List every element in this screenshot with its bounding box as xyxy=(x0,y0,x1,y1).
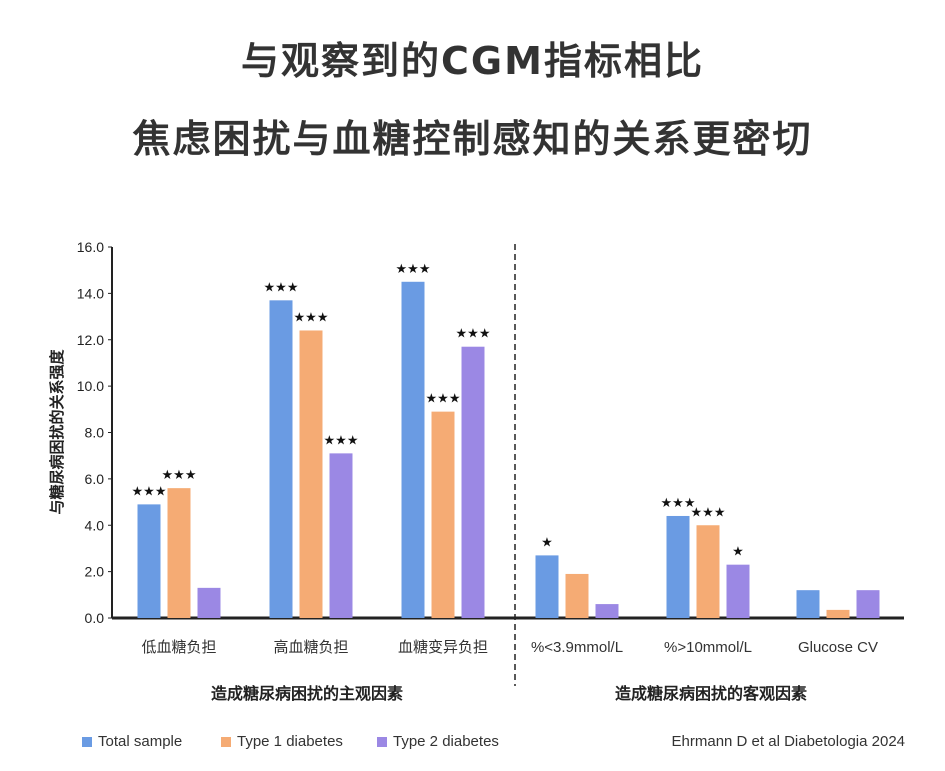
bar-2-4 xyxy=(726,564,750,618)
bar-2-2 xyxy=(461,346,485,618)
y-tick-label: 6.0 xyxy=(85,471,105,487)
significance-label: ★★★ xyxy=(264,280,299,295)
bar-1-5 xyxy=(826,609,850,618)
significance-label: ★★★ xyxy=(396,262,431,277)
bar-1-4 xyxy=(696,525,720,618)
legend-swatch-type1 xyxy=(221,736,231,747)
y-tick-label: 8.0 xyxy=(85,425,105,441)
bar-0-4 xyxy=(666,515,690,618)
x-tick-label: %<3.9mmol/L xyxy=(531,639,623,656)
legend-swatch-type2 xyxy=(377,736,387,747)
y-axis-label: 与糖尿病困扰的关系强度 xyxy=(48,349,66,515)
y-tick-label: 0.0 xyxy=(85,610,105,626)
y-tick-label: 16.0 xyxy=(77,239,104,255)
legend-item-type2: Type 2 diabetes xyxy=(377,733,499,750)
bar-0-3 xyxy=(535,555,559,618)
x-tick-label: %>10mmol/L xyxy=(664,639,752,656)
significance-label: ★★★ xyxy=(294,310,329,325)
chart-title-line1: 与观察到的CGM指标相比 xyxy=(241,39,704,83)
significance-label: ★★★ xyxy=(691,505,726,520)
significance-label: ★★★ xyxy=(132,484,167,499)
bar-0-5 xyxy=(796,590,820,618)
bar-1-0 xyxy=(167,488,191,618)
significance-label: ★★★ xyxy=(324,433,359,448)
significance-label: ★★★ xyxy=(426,392,461,407)
x-tick-label: 低血糖负担 xyxy=(141,639,216,656)
significance-label: ★ xyxy=(541,535,553,550)
y-tick-label: 2.0 xyxy=(85,564,105,580)
y-tick-label: 4.0 xyxy=(85,517,105,533)
legend-label-total: Total sample xyxy=(98,733,183,750)
bar-0-0 xyxy=(137,504,161,618)
legend-label-type2: Type 2 diabetes xyxy=(393,733,499,750)
bar-0-1 xyxy=(269,300,293,618)
legend-label-type1: Type 1 diabetes xyxy=(237,733,343,750)
significance-label: ★★★ xyxy=(162,468,197,483)
bar-2-3 xyxy=(595,604,619,618)
legend-item-total: Total sample xyxy=(82,733,182,750)
y-tick-label: 10.0 xyxy=(77,378,104,394)
bar-1-3 xyxy=(565,573,589,618)
bar-2-1 xyxy=(329,453,353,618)
legend-item-type1: Type 1 diabetes xyxy=(221,733,343,750)
y-tick-label: 12.0 xyxy=(77,332,104,348)
bar-2-5 xyxy=(856,590,880,618)
significance-label: ★★★ xyxy=(456,327,491,342)
significance-label: ★ xyxy=(732,545,744,560)
chart-title-line2: 焦虑困扰与血糖控制感知的关系更密切 xyxy=(132,117,813,161)
significance-label: ★★★ xyxy=(661,496,696,511)
x-tick-label: 高血糖负担 xyxy=(273,639,348,656)
source-citation: Ehrmann D et al Diabetologia 2024 xyxy=(671,733,905,750)
bar-2-0 xyxy=(197,587,221,618)
bar-1-1 xyxy=(299,330,323,618)
bar-1-2 xyxy=(431,411,455,618)
x-tick-label: Glucose CV xyxy=(798,639,878,656)
legend-swatch-total xyxy=(82,736,92,747)
group-label: 造成糖尿病困扰的主观因素 xyxy=(211,684,403,703)
y-tick-label: 14.0 xyxy=(77,285,104,301)
bar-0-2 xyxy=(401,281,425,618)
group-label: 造成糖尿病困扰的客观因素 xyxy=(615,684,807,703)
x-tick-label: 血糖变异负担 xyxy=(398,639,488,656)
